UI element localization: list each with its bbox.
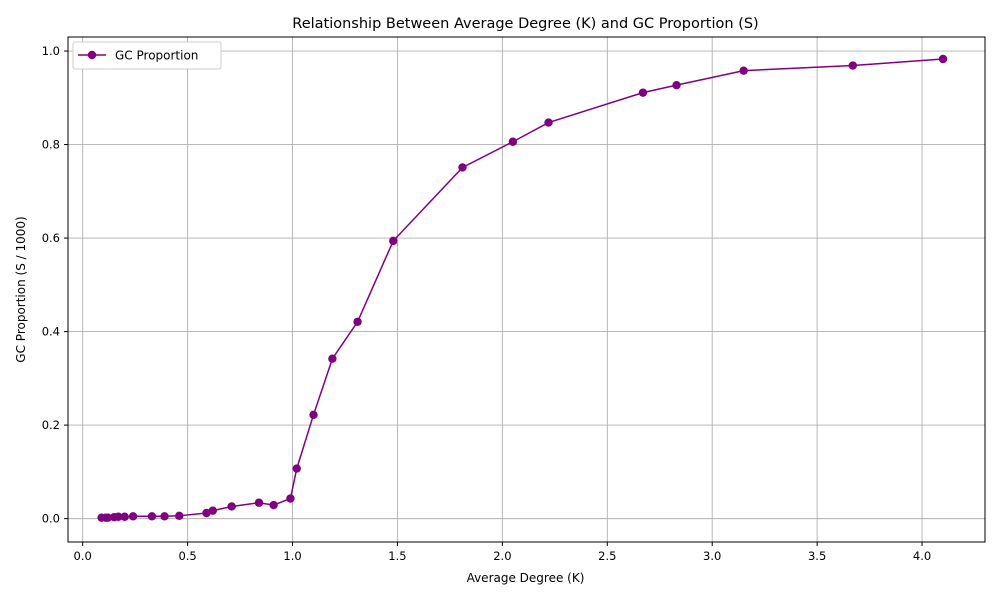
y-axis-label: GC Proportion (S / 1000) bbox=[14, 216, 28, 362]
y-tick-label: 0.2 bbox=[42, 418, 60, 432]
data-point bbox=[938, 54, 948, 64]
data-point bbox=[202, 508, 211, 518]
data-point bbox=[544, 118, 553, 127]
data-point bbox=[120, 512, 129, 521]
y-tick-label: 0.6 bbox=[42, 231, 60, 245]
data-point bbox=[458, 163, 467, 172]
data-point bbox=[175, 511, 184, 521]
y-tick-label: 1.0 bbox=[42, 44, 60, 58]
data-point bbox=[672, 80, 681, 90]
data-point bbox=[353, 317, 362, 326]
x-axis: 0.0 0.5 1.0 1.5 2.0 2.5 3.0 3.5 4.0 bbox=[74, 542, 931, 563]
legend-marker-swatch bbox=[87, 50, 97, 60]
data-point bbox=[328, 354, 337, 363]
data-point bbox=[128, 512, 138, 521]
data-point bbox=[208, 506, 217, 515]
x-tick-label: 0.5 bbox=[178, 549, 196, 563]
data-point bbox=[227, 502, 236, 511]
x-tick-label: 2.5 bbox=[598, 549, 616, 563]
grid bbox=[68, 37, 985, 542]
legend-entry-gc-proportion: GC Proportion bbox=[115, 49, 198, 63]
y-axis: 0.0 0.2 0.4 0.6 0.8 1.0 bbox=[42, 44, 68, 526]
data-point bbox=[269, 500, 278, 510]
data-point bbox=[103, 513, 113, 522]
data-point bbox=[389, 236, 398, 246]
x-tick-label: 3.0 bbox=[703, 549, 721, 563]
x-tick-label: 4.0 bbox=[913, 549, 931, 563]
data-point bbox=[508, 137, 518, 146]
x-axis-label: Average Degree (K) bbox=[467, 571, 585, 585]
chart-title: Relationship Between Average Degree (K) … bbox=[292, 16, 758, 32]
data-point bbox=[848, 61, 858, 70]
y-tick-label: 0.0 bbox=[42, 512, 60, 526]
y-tick-label: 0.8 bbox=[42, 138, 60, 152]
plot-frame bbox=[67, 36, 986, 543]
data-point bbox=[309, 410, 318, 420]
data-point bbox=[739, 66, 748, 75]
x-tick-label: 1.5 bbox=[388, 549, 406, 563]
x-tick-label: 3.5 bbox=[808, 549, 826, 563]
data-point bbox=[147, 512, 157, 521]
data-point bbox=[292, 464, 301, 473]
data-point bbox=[638, 88, 648, 97]
x-tick-label: 2.0 bbox=[493, 549, 511, 563]
legend-box bbox=[72, 41, 222, 70]
data-point bbox=[286, 494, 295, 503]
data-point bbox=[254, 498, 264, 507]
series-layer bbox=[97, 54, 948, 522]
data-point bbox=[160, 512, 169, 521]
x-tick-label: 1.0 bbox=[283, 549, 301, 563]
x-tick-label: 0.0 bbox=[74, 549, 92, 563]
data-point bbox=[114, 512, 123, 521]
legend: GC Proportion bbox=[72, 41, 222, 70]
y-tick-label: 0.4 bbox=[42, 325, 60, 339]
